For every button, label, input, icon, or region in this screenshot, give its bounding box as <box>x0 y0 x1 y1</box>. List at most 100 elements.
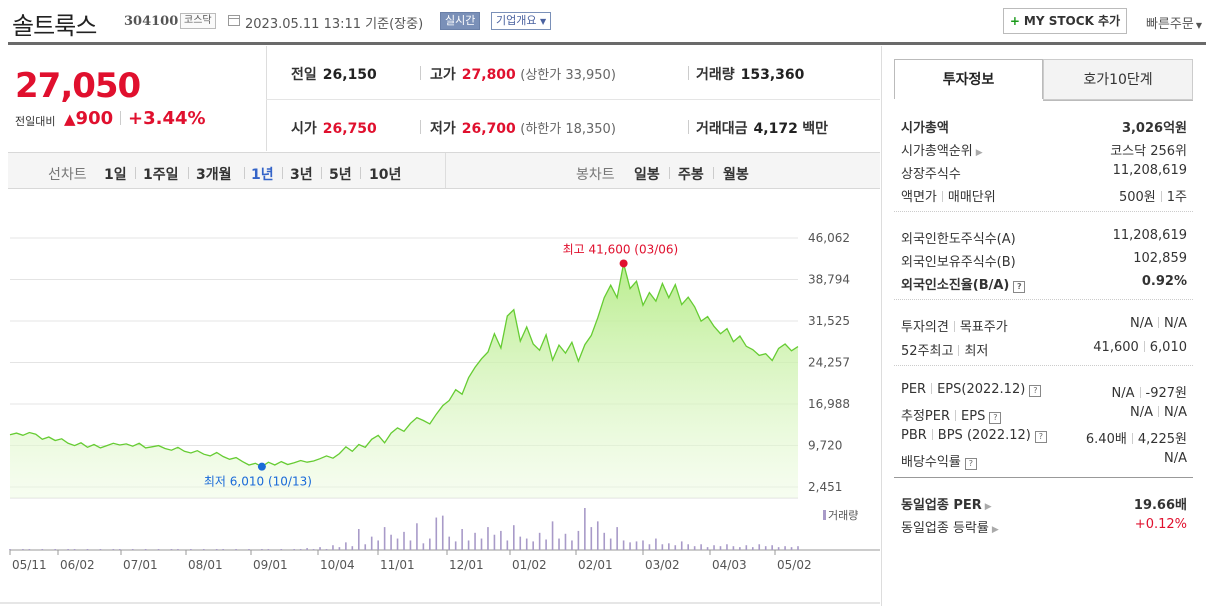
chevron-right-icon: ▶ <box>975 148 983 158</box>
volume-bar <box>519 536 522 550</box>
y-tick-label: 38,794 <box>808 272 850 286</box>
invest-info-label: 투자의견 목표주가 <box>901 316 1008 335</box>
add-mystock-button[interactable]: + MY STOCK 추가 <box>1003 8 1127 34</box>
invest-info-value: N/A N/A <box>1130 405 1187 420</box>
company-info-dropdown[interactable]: 기업개요 ▼ <box>491 12 552 30</box>
volume-bar <box>739 547 741 550</box>
company-info-label: 기업개요 <box>496 14 537 27</box>
label-text: PBR <box>901 428 927 443</box>
volume-bar <box>538 532 541 550</box>
label-text: 외국인보유주식수(B) <box>901 255 1016 270</box>
volume-bar <box>454 541 457 550</box>
label-text: 시가총액 <box>901 121 949 136</box>
realtime-badge[interactable]: 실시간 <box>440 12 481 30</box>
candle-weekly[interactable]: 주봉 <box>678 167 704 183</box>
period-3m[interactable]: 3개월 <box>196 167 232 183</box>
invest-info-value: +0.12% <box>1135 517 1187 532</box>
help-icon[interactable]: ? <box>1029 385 1042 397</box>
lower-limit: (하한가 18,350) <box>520 122 616 137</box>
low-label: 최저 6,010 (10/13) <box>204 475 312 489</box>
label-text: 시가총액순위 <box>901 144 973 159</box>
invest-info-label: 동일업종 등락률 ▶ <box>901 517 999 536</box>
volume-bar <box>790 547 793 550</box>
y-tick-label: 16,988 <box>808 397 850 411</box>
volume-bar <box>545 539 547 550</box>
divider <box>1131 433 1133 444</box>
value-text: 102,859 <box>1133 251 1187 266</box>
invest-info-label: PBR BPS (2022.12)? <box>901 428 1047 443</box>
volume-bar <box>41 549 44 550</box>
invest-info-row: 추정PER EPS? N/A N/A <box>901 405 1187 427</box>
invest-info-row[interactable]: 동일업종 PER ▶ 19.66배 <box>901 494 1187 516</box>
label-text: 배당수익률 <box>901 455 961 470</box>
volume-bar <box>635 541 638 550</box>
invest-info-row[interactable]: 동일업종 등락률 ▶ +0.12% <box>901 517 1187 539</box>
tab-invest-info[interactable]: 투자정보 <box>894 59 1043 100</box>
volume-bar <box>719 546 722 550</box>
tab-order-book[interactable]: 호가10단계 <box>1043 59 1193 100</box>
volume-bar <box>28 549 31 550</box>
x-tick-label: 12/01 <box>449 558 484 572</box>
invest-info-row[interactable]: 시가총액순위 ▶ 코스닥 256위 <box>901 140 1187 162</box>
volume-bar <box>661 544 664 550</box>
volume-bar <box>596 521 599 550</box>
add-mystock-label: MY STOCK 추가 <box>1023 14 1121 28</box>
help-icon[interactable]: ? <box>1013 281 1026 293</box>
trade-amount-label: 거래대금 <box>696 121 748 137</box>
volume-bar <box>461 529 463 550</box>
volume-label: 거래량 <box>696 67 735 83</box>
invest-info-value: 102,859 <box>1133 251 1187 266</box>
invest-info-label: 외국인보유주식수(B) <box>901 251 1016 270</box>
volume-bar <box>525 538 528 550</box>
period-10y[interactable]: 10년 <box>369 167 402 183</box>
tab-active-indicator <box>894 99 1043 101</box>
period-3y[interactable]: 3년 <box>290 167 313 183</box>
volume-bar <box>422 543 425 550</box>
volume-bar <box>687 544 689 550</box>
period-1y[interactable]: 1년 <box>251 167 274 183</box>
divider <box>894 211 1193 212</box>
help-icon[interactable]: ? <box>964 458 977 470</box>
header-divider <box>8 42 1206 45</box>
invest-info-value: 11,208,619 <box>1113 228 1187 243</box>
period-5y[interactable]: 5년 <box>329 167 352 183</box>
volume-bar <box>157 549 160 550</box>
help-icon[interactable]: ? <box>989 412 1002 424</box>
label-text: EPS(2022.12) <box>937 382 1026 397</box>
candle-daily[interactable]: 일봉 <box>634 167 660 183</box>
x-tick-label: 01/02 <box>512 558 547 572</box>
invest-info-value: 500원 1주 <box>1119 186 1187 205</box>
volume-legend-label: 거래량 <box>828 509 858 522</box>
invest-info-label: 52주최고 최저 <box>901 340 988 359</box>
value-text: 19.66배 <box>1133 498 1187 513</box>
volume-bar <box>222 549 224 550</box>
candle-monthly[interactable]: 월봉 <box>723 167 749 183</box>
volume-bar <box>751 547 754 550</box>
label-text: 매매단위 <box>947 190 996 205</box>
volume-bar <box>119 549 121 550</box>
volume-bar <box>416 523 418 550</box>
x-tick-label: 10/04 <box>320 558 355 572</box>
x-tick-label: 05/02 <box>777 558 812 572</box>
quick-order-button[interactable]: 빠른주문 ▼ <box>1146 13 1202 32</box>
volume-bar <box>493 534 496 550</box>
period-1d[interactable]: 1일 <box>104 167 127 183</box>
quote-datetime: 2023.05.11 13:11 기준(장중) <box>245 17 424 32</box>
volume-bar <box>680 541 683 550</box>
invest-info-label: 상장주식수 <box>901 163 961 182</box>
volume-bar <box>177 549 179 550</box>
volume-bar <box>616 527 618 550</box>
volume-bar <box>693 546 696 550</box>
invest-info-value: 코스닥 256위 <box>1110 140 1187 159</box>
help-icon[interactable]: ? <box>1034 431 1047 443</box>
volume-bar <box>487 527 489 550</box>
volume-bar <box>22 549 24 550</box>
period-1w[interactable]: 1주일 <box>143 167 179 183</box>
volume-bar <box>732 546 735 550</box>
volume-bar <box>190 549 192 550</box>
volume-bar <box>622 540 625 550</box>
value-text: 11,208,619 <box>1112 228 1187 243</box>
label-text: 외국인한도주식수(A) <box>901 232 1016 247</box>
open-price: 시가 26,750 <box>291 118 377 138</box>
volume-bar <box>480 538 483 550</box>
